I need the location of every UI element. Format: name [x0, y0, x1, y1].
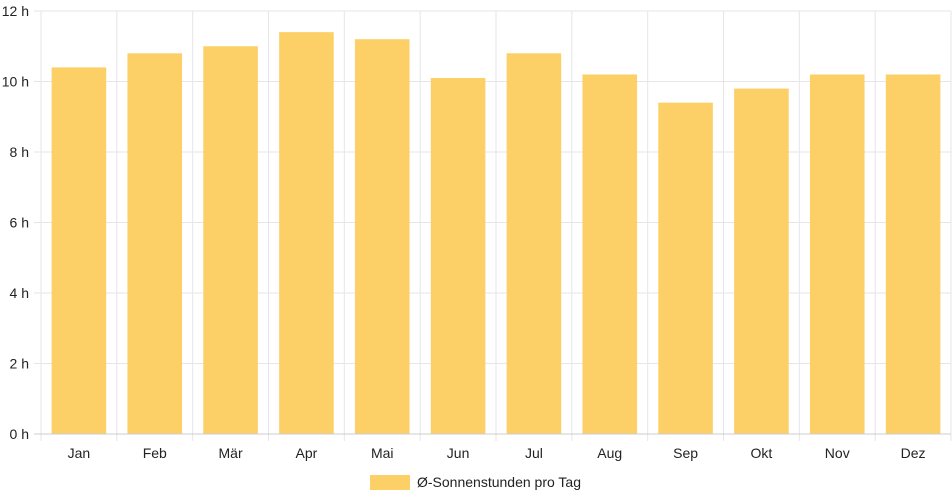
x-tick-label: Aug	[597, 445, 622, 461]
x-tick-label: Okt	[751, 445, 773, 461]
bar-Okt[interactable]	[734, 88, 789, 435]
x-tick-label: Sep	[673, 445, 698, 461]
y-tick-label: 8 h	[10, 144, 29, 160]
y-axis-tick-labels: 0 h 2 h 4 h 6 h 8 h 10 h 12 h	[2, 3, 29, 442]
bar-Dez[interactable]	[885, 74, 941, 434]
x-axis-tick-labels: Jan Feb Mär Apr Mai Jun Jul Aug Sep Okt Nov Dez	[68, 445, 926, 461]
x-tick-label: Apr	[296, 445, 318, 461]
x-tick-label: Jan	[68, 445, 91, 461]
bar-Nov[interactable]	[809, 74, 865, 434]
bar-Mai[interactable]	[354, 39, 410, 434]
x-tick-label: Feb	[143, 445, 167, 461]
y-tick-label: 12 h	[2, 3, 29, 19]
bar-Jul[interactable]	[506, 53, 562, 435]
bar-Aug[interactable]	[582, 74, 638, 434]
bar-Jan[interactable]	[51, 67, 107, 435]
bar-Sep[interactable]	[658, 102, 713, 435]
bar-Jun[interactable]	[430, 77, 486, 434]
y-tick-label: 0 h	[10, 426, 29, 442]
y-tick-label: 10 h	[2, 74, 29, 90]
bar-series	[51, 32, 941, 435]
x-tick-label: Jun	[447, 445, 470, 461]
x-tick-label: Nov	[825, 445, 850, 461]
x-tick-label: Jul	[525, 445, 543, 461]
bar-Mär[interactable]	[203, 46, 258, 434]
legend-label: Ø-Sonnenstunden pro Tag	[417, 474, 581, 490]
legend-swatch	[370, 475, 410, 490]
bar-Feb[interactable]	[127, 53, 183, 435]
grid-lines	[34, 10, 952, 441]
x-tick-label: Dez	[901, 445, 926, 461]
legend[interactable]: Ø-Sonnenstunden pro Tag	[370, 474, 581, 490]
x-tick-label: Mär	[219, 445, 243, 461]
x-tick-label: Mai	[371, 445, 394, 461]
y-tick-label: 4 h	[10, 285, 29, 301]
y-tick-label: 6 h	[10, 215, 29, 231]
bar-Apr[interactable]	[279, 32, 334, 435]
y-tick-label: 2 h	[10, 356, 29, 372]
